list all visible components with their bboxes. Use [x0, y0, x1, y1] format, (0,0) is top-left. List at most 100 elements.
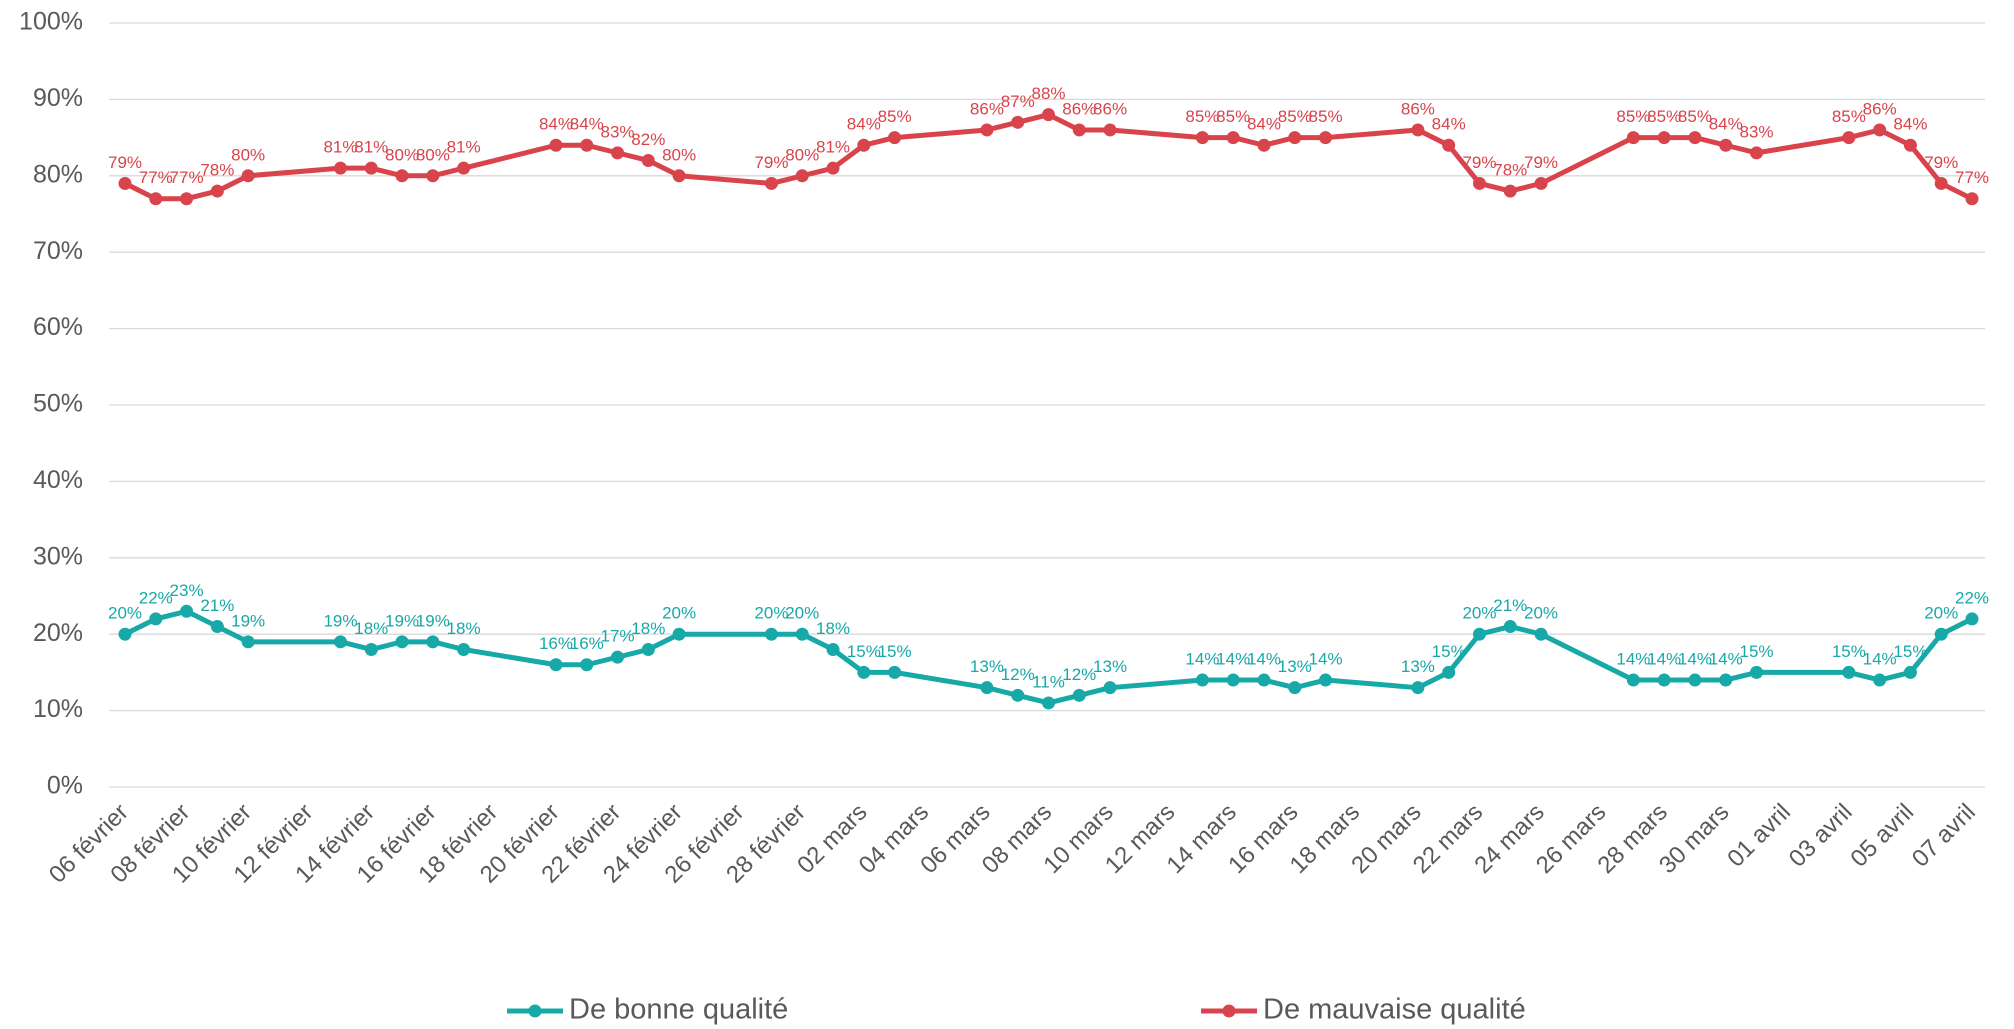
data-point — [1873, 123, 1887, 137]
data-label: 86% — [970, 99, 1004, 118]
data-label: 14% — [1309, 650, 1343, 669]
data-point — [1873, 673, 1887, 687]
data-label: 20% — [1462, 604, 1496, 623]
data-point — [1903, 138, 1917, 152]
data-label: 85% — [1832, 107, 1866, 126]
data-label: 15% — [1832, 642, 1866, 661]
data-label: 80% — [231, 145, 265, 164]
data-label: 22% — [1955, 588, 1989, 607]
data-label: 85% — [878, 107, 912, 126]
data-label: 19% — [231, 611, 265, 630]
data-point — [1688, 673, 1702, 687]
data-label: 20% — [785, 604, 819, 623]
data-point — [149, 612, 163, 626]
data-label: 15% — [1432, 642, 1466, 661]
data-point — [241, 169, 255, 183]
data-point — [1842, 131, 1856, 145]
data-point — [210, 620, 224, 634]
data-point — [241, 635, 255, 649]
data-point — [795, 627, 809, 641]
legend-marker — [528, 1004, 542, 1018]
y-tick-label: 60% — [33, 313, 83, 341]
data-label: 81% — [447, 138, 481, 157]
data-point — [1319, 673, 1333, 687]
data-point — [1750, 665, 1764, 679]
data-label: 81% — [816, 138, 850, 157]
data-label: 83% — [1740, 122, 1774, 141]
data-label: 78% — [1493, 161, 1527, 180]
y-tick-label: 100% — [19, 8, 83, 36]
data-point — [764, 176, 778, 190]
data-point — [580, 138, 594, 152]
data-label: 14% — [1709, 650, 1743, 669]
data-point — [1657, 131, 1671, 145]
data-point — [857, 665, 871, 679]
legend-label: De bonne qualité — [569, 994, 788, 1026]
data-point — [1442, 665, 1456, 679]
data-label: 20% — [1524, 604, 1558, 623]
data-label: 18% — [447, 619, 481, 638]
data-label: 87% — [1001, 92, 1035, 111]
data-label: 13% — [1093, 657, 1127, 676]
data-point — [1072, 688, 1086, 702]
data-point — [333, 635, 347, 649]
data-point — [826, 642, 840, 656]
data-point — [333, 161, 347, 175]
data-point — [1472, 176, 1486, 190]
data-point — [641, 642, 655, 656]
data-point — [149, 192, 163, 206]
data-label: 14% — [1647, 650, 1681, 669]
data-point — [1195, 673, 1209, 687]
data-point — [1534, 627, 1548, 641]
data-label: 80% — [385, 145, 419, 164]
data-label: 14% — [1216, 650, 1250, 669]
data-point — [611, 146, 625, 160]
data-point — [611, 650, 625, 664]
data-label: 19% — [323, 611, 357, 630]
data-point — [1688, 131, 1702, 145]
data-label: 84% — [1432, 115, 1466, 134]
data-label: 19% — [385, 611, 419, 630]
data-point — [1626, 673, 1640, 687]
data-point — [1011, 688, 1025, 702]
y-tick-label: 20% — [33, 619, 83, 647]
data-point — [980, 681, 994, 695]
data-point — [672, 169, 686, 183]
data-label: 82% — [631, 130, 665, 149]
data-label: 80% — [785, 145, 819, 164]
data-label: 79% — [1462, 153, 1496, 172]
data-point — [364, 642, 378, 656]
data-label: 77% — [170, 168, 204, 187]
data-point — [980, 123, 994, 137]
data-point — [1042, 108, 1055, 122]
data-point — [364, 161, 378, 175]
data-label: 20% — [662, 604, 696, 623]
data-point — [1472, 627, 1486, 641]
y-tick-label: 80% — [33, 160, 83, 188]
data-label: 17% — [601, 627, 635, 646]
data-label: 84% — [1893, 115, 1927, 134]
data-point — [210, 184, 224, 198]
data-label: 15% — [1893, 642, 1927, 661]
x-tick-label: 07 avril — [1907, 799, 1981, 873]
data-label: 22% — [139, 588, 173, 607]
data-point — [1657, 673, 1671, 687]
y-tick-label: 70% — [33, 237, 83, 265]
data-label: 84% — [539, 115, 573, 134]
y-tick-label: 0% — [47, 772, 83, 800]
data-point — [1503, 184, 1517, 198]
data-label: 14% — [1247, 650, 1281, 669]
data-label: 77% — [139, 168, 173, 187]
data-point — [549, 658, 563, 672]
data-point — [888, 665, 902, 679]
data-point — [1750, 146, 1764, 160]
data-point — [395, 169, 409, 183]
data-label: 15% — [1740, 642, 1774, 661]
data-point — [118, 627, 132, 641]
data-point — [457, 161, 471, 175]
data-label: 13% — [1278, 657, 1312, 676]
data-label: 20% — [108, 604, 142, 623]
y-tick-label: 10% — [33, 695, 83, 723]
data-label: 85% — [1678, 107, 1712, 126]
data-point — [1503, 620, 1517, 634]
